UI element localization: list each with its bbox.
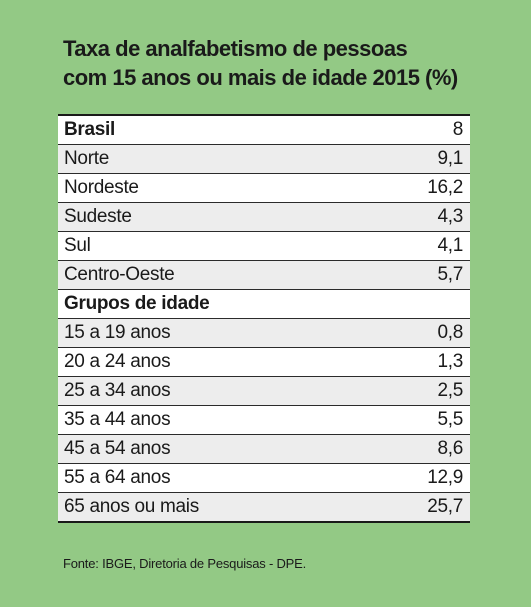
table-row: Norte 9,1 bbox=[58, 145, 470, 174]
row-label: Nordeste bbox=[64, 177, 139, 198]
row-value: 4,3 bbox=[437, 206, 463, 227]
data-table: Brasil 8 Norte 9,1 Nordeste 16,2 Sudeste… bbox=[58, 114, 470, 523]
table-row: 45 a 54 anos 8,6 bbox=[58, 435, 470, 464]
row-value: 4,1 bbox=[437, 235, 463, 256]
row-label: Norte bbox=[64, 148, 109, 169]
row-label: 35 a 44 anos bbox=[64, 409, 171, 430]
row-value: 2,5 bbox=[437, 380, 463, 401]
table-row-brasil: Brasil 8 bbox=[58, 116, 470, 145]
row-label: 15 a 19 anos bbox=[64, 322, 171, 343]
row-value: 0,8 bbox=[437, 322, 463, 343]
row-value: 8,6 bbox=[437, 438, 463, 459]
table-row: 25 a 34 anos 2,5 bbox=[58, 377, 470, 406]
row-label: 25 a 34 anos bbox=[64, 380, 171, 401]
table-row: 35 a 44 anos 5,5 bbox=[58, 406, 470, 435]
section-header-label: Grupos de idade bbox=[64, 293, 210, 314]
row-label: Centro-Oeste bbox=[64, 264, 175, 285]
row-label: Brasil bbox=[64, 119, 116, 140]
row-value: 5,7 bbox=[437, 264, 463, 285]
table-title-line-2: com 15 anos ou mais de idade 2015 (%) bbox=[63, 65, 458, 90]
row-value: 9,1 bbox=[437, 148, 463, 169]
row-label: 55 a 64 anos bbox=[64, 467, 171, 488]
table-row: Centro-Oeste 5,7 bbox=[58, 261, 470, 290]
table-row: 15 a 19 anos 0,8 bbox=[58, 319, 470, 348]
table-title-line-1: Taxa de analfabetismo de pessoas bbox=[63, 36, 408, 61]
table-row: Nordeste 16,2 bbox=[58, 174, 470, 203]
table-title: Taxa de analfabetismo de pessoas com 15 … bbox=[63, 34, 483, 92]
row-value: 1,3 bbox=[437, 351, 463, 372]
row-label: 45 a 54 anos bbox=[64, 438, 171, 459]
table-row: 55 a 64 anos 12,9 bbox=[58, 464, 470, 493]
table-row: 65 anos ou mais 25,7 bbox=[58, 493, 470, 523]
table-row: Sudeste 4,3 bbox=[58, 203, 470, 232]
row-label: 65 anos ou mais bbox=[64, 496, 199, 517]
table-row-section-header: Grupos de idade bbox=[58, 290, 470, 319]
row-value: 12,9 bbox=[427, 467, 463, 488]
row-value: 8 bbox=[452, 119, 464, 140]
table-row: 20 a 24 anos 1,3 bbox=[58, 348, 470, 377]
row-label: Sudeste bbox=[64, 206, 132, 227]
row-label: 20 a 24 anos bbox=[64, 351, 171, 372]
row-value: 25,7 bbox=[427, 496, 463, 517]
row-value: 16,2 bbox=[427, 177, 463, 198]
row-label: Sul bbox=[64, 235, 91, 256]
row-value: 5,5 bbox=[437, 409, 463, 430]
source-note: Fonte: IBGE, Diretoria de Pesquisas - DP… bbox=[63, 556, 307, 571]
table-row: Sul 4,1 bbox=[58, 232, 470, 261]
